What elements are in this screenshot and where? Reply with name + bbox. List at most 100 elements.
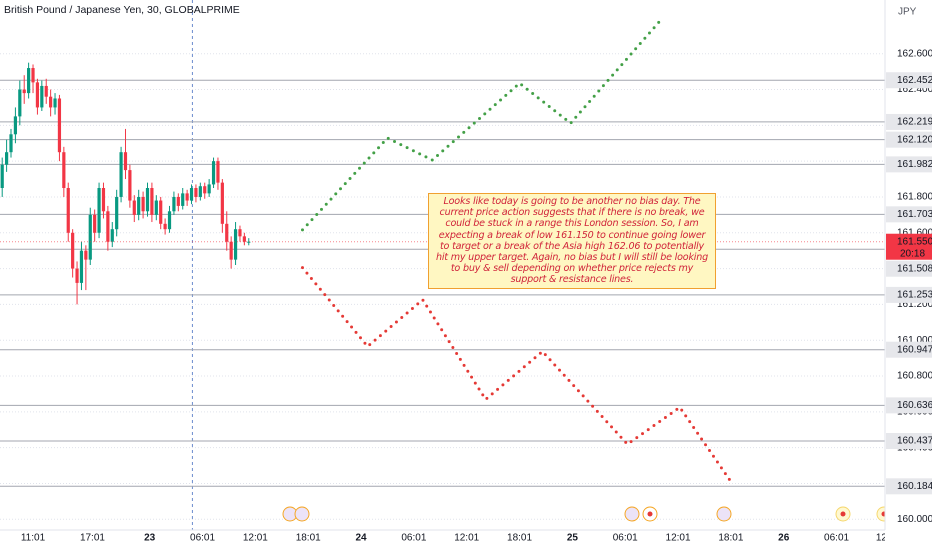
candle-body [141, 196, 145, 212]
y-tick-label: 162.400 [897, 84, 932, 95]
candle-body [53, 98, 57, 108]
currency-label[interactable]: JPY [898, 7, 917, 18]
candle-body [189, 188, 194, 201]
candle-body [176, 196, 180, 206]
candle-body [101, 188, 106, 212]
event-dot [647, 511, 653, 517]
candle-body [44, 85, 48, 97]
candle-body [31, 68, 35, 83]
candle-body [57, 98, 62, 153]
candle-body [132, 200, 136, 215]
candle-body [128, 170, 132, 201]
x-tick-label: 12:01 [243, 533, 268, 544]
candle-body [207, 184, 211, 194]
candle-body [216, 161, 220, 183]
candle-body [62, 152, 66, 189]
level-box [886, 286, 932, 303]
x-tick-label: 06:01 [824, 533, 849, 544]
event-icon[interactable] [294, 506, 310, 522]
candle-body [106, 211, 110, 242]
level-label: 160.437 [897, 436, 932, 447]
candle-body [66, 188, 70, 233]
y-tick-label: 161.800 [897, 192, 932, 203]
candle-body [159, 200, 163, 224]
countdown-label: 20:18 [900, 248, 925, 259]
candle-body [181, 193, 185, 206]
candle-body [27, 68, 31, 94]
level-label: 161.508 [897, 263, 932, 274]
x-tick-label: 26 [778, 533, 790, 544]
candle-body [233, 229, 238, 260]
candle-body [84, 250, 88, 260]
level-label: 162.120 [897, 134, 932, 145]
y-tick-label: 160.800 [897, 371, 932, 382]
price-axis: 160.000160.200160.400160.600160.800161.0… [886, 48, 932, 525]
candle-body [172, 196, 176, 212]
chart-title: British Pound / Japanese Yen, 30, GLOBAL… [4, 4, 240, 16]
candle-body [242, 236, 246, 242]
y-tick-label: 161.000 [897, 335, 932, 346]
level-box [886, 433, 932, 450]
projection-line [300, 266, 735, 486]
candle-body [115, 196, 119, 230]
x-tick-label: 06:01 [190, 533, 215, 544]
level-label: 162.219 [897, 117, 932, 128]
x-tick-label: 18:01 [296, 533, 321, 544]
candle-body [185, 193, 189, 201]
x-tick-label: 12: [876, 533, 890, 544]
y-tick-label: 161.600 [897, 227, 932, 238]
candle-body [110, 229, 114, 242]
x-tick-label: 17:01 [80, 533, 105, 544]
candle-body [220, 182, 224, 224]
y-tick-label: 162.600 [897, 48, 932, 59]
candle-body [93, 214, 97, 233]
candle-body [225, 223, 229, 242]
candle-body [49, 96, 53, 108]
x-tick-label: 06:01 [613, 533, 638, 544]
level-box [886, 341, 932, 358]
candle-body [5, 152, 9, 165]
level-box [886, 131, 932, 148]
y-tick-label: 161.200 [897, 299, 932, 310]
candle-body [154, 200, 158, 215]
candle-body [229, 241, 233, 260]
candle-body [194, 188, 198, 197]
level-label: 160.636 [897, 400, 932, 411]
level-label: 160.947 [897, 344, 932, 355]
x-tick-label: 25 [567, 533, 579, 544]
current-price-box [886, 233, 932, 260]
candle-body [18, 89, 22, 117]
event-dot [840, 511, 846, 517]
candle-body [211, 161, 216, 185]
y-tick-label: 160.000 [897, 514, 932, 525]
x-tick-label: 24 [355, 533, 367, 544]
level-box [886, 113, 932, 130]
candle-body [40, 85, 44, 108]
x-tick-label: 18:01 [507, 533, 532, 544]
candle-body [163, 223, 167, 230]
candle-body [137, 196, 141, 215]
x-tick-label: 23 [144, 533, 156, 544]
candle-body [203, 186, 207, 194]
x-tick-label: 12:01 [666, 533, 691, 544]
candle-body [198, 186, 202, 197]
candle-body [123, 152, 128, 171]
candle-body [71, 232, 75, 269]
event-icon[interactable] [624, 506, 640, 522]
candle-body [75, 268, 79, 283]
candle-body [35, 82, 40, 108]
level-box [886, 478, 932, 495]
event-icon[interactable] [716, 506, 732, 522]
candle-body [119, 152, 123, 197]
level-label: 160.184 [897, 481, 932, 492]
candle-body [97, 188, 101, 233]
candle-body [79, 250, 84, 283]
candle-body [238, 229, 242, 237]
x-tick-label: 06:01 [401, 533, 426, 544]
level-box [886, 260, 932, 277]
level-label: 162.452 [897, 75, 932, 86]
level-box [886, 72, 932, 89]
projection-line [300, 16, 665, 232]
